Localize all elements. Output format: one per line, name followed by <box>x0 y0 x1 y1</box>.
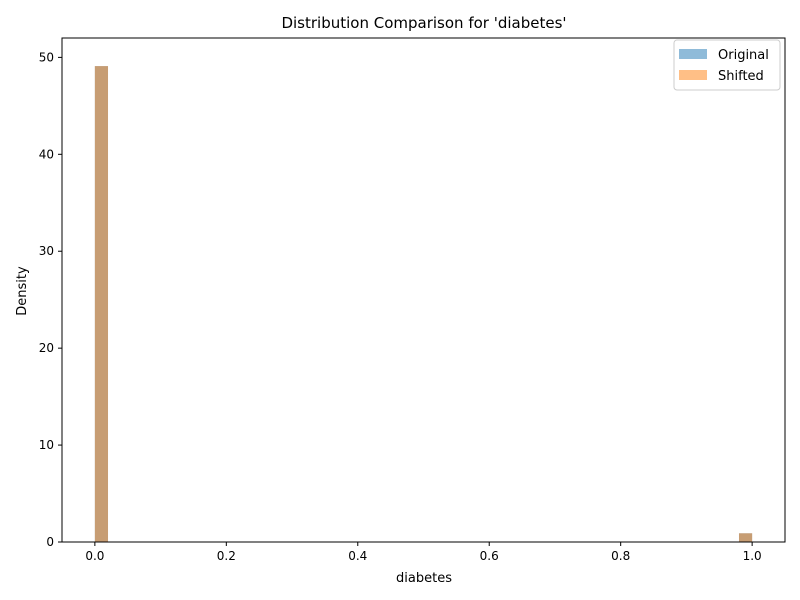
x-tick-label: 1.0 <box>743 549 762 563</box>
legend-label-original: Original <box>718 48 769 63</box>
y-tick-label: 50 <box>39 50 54 64</box>
legend-swatch-shifted <box>679 70 707 80</box>
chart-title: Distribution Comparison for 'diabetes' <box>281 14 566 32</box>
bar-shifted-1 <box>738 533 753 542</box>
y-axis-title: Density <box>15 266 30 316</box>
x-tick-label: 0.4 <box>348 549 367 563</box>
y-axis-ticks: 0 10 20 30 40 50 <box>39 50 62 549</box>
legend-swatch-original <box>679 49 707 59</box>
x-axis-title: diabetes <box>396 571 452 586</box>
y-tick-label: 0 <box>46 535 54 549</box>
legend-label-shifted: Shifted <box>718 69 764 84</box>
axes-layer <box>61 37 786 543</box>
bar-shifted-0 <box>94 66 109 542</box>
x-tick-label: 0.0 <box>85 549 104 563</box>
y-tick-label: 20 <box>39 341 54 355</box>
bars-layer <box>94 66 753 542</box>
x-axis-ticks: 0.0 0.2 0.4 0.6 0.8 1.0 <box>85 542 762 563</box>
y-tick-label: 30 <box>39 244 54 258</box>
y-tick-label: 10 <box>39 438 54 452</box>
legend: Original Shifted <box>673 39 781 91</box>
y-tick-label: 40 <box>39 147 54 161</box>
legend-items: Original Shifted <box>679 48 769 84</box>
x-tick-label: 0.6 <box>480 549 499 563</box>
x-tick-label: 0.2 <box>217 549 236 563</box>
plot-frame <box>61 37 786 543</box>
x-tick-label: 0.8 <box>611 549 630 563</box>
